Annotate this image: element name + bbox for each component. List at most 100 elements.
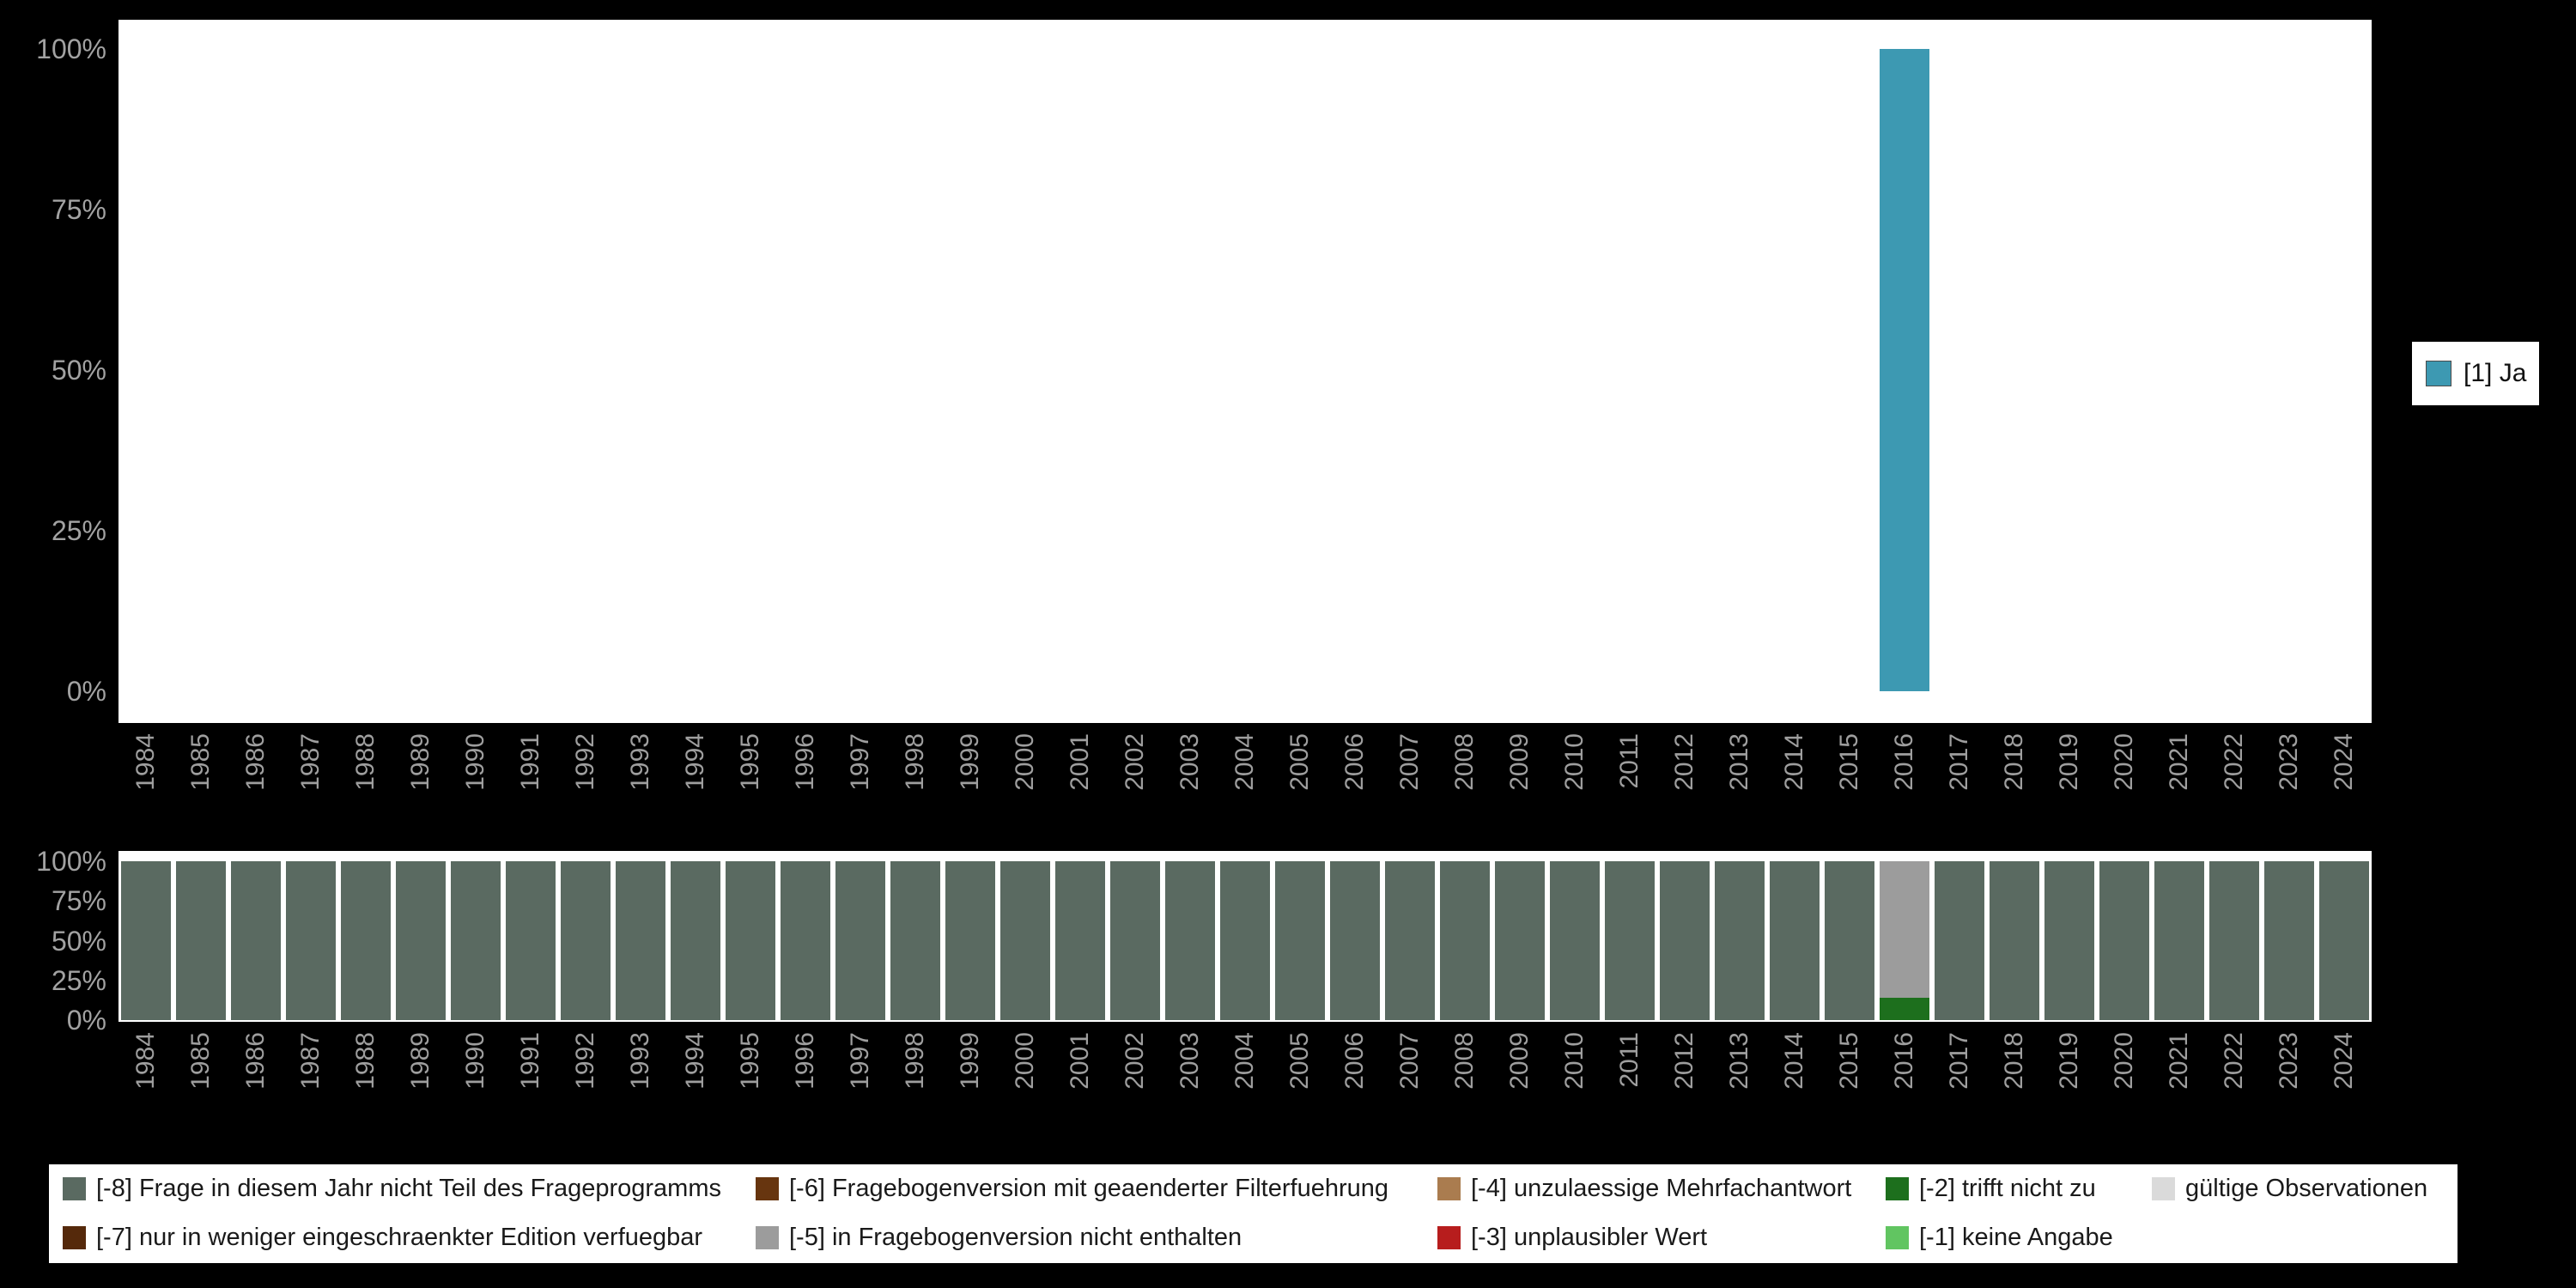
year-slot-2021 [2152,861,2207,1020]
x-tick-2014: 2014 [1767,726,1822,851]
x-tick-label: 1988 [353,1032,379,1090]
x-tick-1988: 1988 [338,1025,393,1150]
year-slot-2023 [2262,49,2317,691]
x-tick-label: 2024 [2331,1032,2357,1090]
legend-column: gültige Observationen [2152,1164,2458,1263]
segment-1990--8 [451,861,501,1020]
year-slot-1986 [228,49,283,691]
y-tick-50: 50% [52,927,106,955]
year-slot-1984 [118,861,173,1020]
x-tick-2005: 2005 [1273,1025,1327,1150]
missing-codes-bars [118,861,2372,1020]
x-tick-label: 2001 [1067,1032,1093,1090]
x-tick-1989: 1989 [393,1025,448,1150]
legend-column: [-8] Frage in diesem Jahr nicht Teil des… [63,1164,756,1263]
y-tick-0: 0% [67,1006,106,1034]
x-tick-label: 1998 [902,1032,928,1090]
x-tick-1987: 1987 [283,1025,338,1150]
segment-2013--8 [1715,861,1765,1020]
y-tick-100: 100% [36,35,106,63]
legend-entry--4: [-4] unzulaessige Mehrfachantwort [1437,1164,1886,1213]
x-tick-2012: 2012 [1657,1025,1712,1150]
year-slot-2023 [2262,861,2317,1020]
year-slot-2024 [2317,49,2372,691]
x-tick-2010: 2010 [1547,1025,1602,1150]
bar-2016-ja [1880,49,1929,691]
year-slot-1999 [943,49,998,691]
year-slot-2012 [1657,49,1712,691]
x-tick-label: 2006 [1342,1032,1368,1090]
year-slot-1987 [283,49,338,691]
segment-2016--5 [1880,861,1929,998]
x-tick-1997: 1997 [833,726,888,851]
x-tick-1990: 1990 [448,1025,503,1150]
year-slot-2013 [1712,49,1767,691]
year-slot-2002 [1108,861,1163,1020]
year-slot-2009 [1492,861,1547,1020]
x-tick-1985: 1985 [173,726,228,851]
x-tick-label: 1995 [738,1032,763,1090]
x-tick-1993: 1993 [613,1025,668,1150]
x-tick-label: 2008 [1452,1032,1478,1090]
legend-entry--5: [-5] in Fragebogenversion nicht enthalte… [756,1213,1437,1262]
x-tick-1995: 1995 [723,726,778,851]
x-tick-2016: 2016 [1877,726,1932,851]
segment-2014--8 [1770,861,1820,1020]
x-tick-label: 1999 [957,1032,983,1090]
x-tick-label: 1992 [573,733,598,791]
year-slot-2010 [1547,49,1602,691]
year-slot-2022 [2207,861,2262,1020]
x-tick-label: 2014 [1782,733,1807,791]
year-slot-1991 [503,49,558,691]
x-tick-2003: 2003 [1163,1025,1218,1150]
legend-swatch-ja [2426,361,2451,386]
segment-1984--8 [121,861,171,1020]
x-tick-label: 2015 [1837,1032,1862,1090]
legend-column: [-4] unzulaessige Mehrfachantwort[-3] un… [1437,1164,1886,1263]
segment-1989--8 [396,861,446,1020]
x-tick-2000: 2000 [998,726,1053,851]
frequencies-plot-area [118,20,2372,723]
year-slot-2003 [1163,49,1218,691]
year-slot-2016 [1877,861,1932,1020]
year-slot-1988 [338,49,393,691]
x-tick-2002: 2002 [1108,1025,1163,1150]
x-tick-2010: 2010 [1547,726,1602,851]
year-slot-2011 [1602,49,1657,691]
year-slot-2021 [2152,49,2207,691]
x-tick-2014: 2014 [1767,1025,1822,1150]
x-tick-2022: 2022 [2207,1025,2262,1150]
frequencies-x-axis: 1984198519861987198819891990199119921993… [118,726,2372,851]
x-tick-1988: 1988 [338,726,393,851]
x-tick-2008: 2008 [1437,726,1492,851]
x-tick-2017: 2017 [1932,1025,1987,1150]
x-tick-label: 2022 [2221,733,2247,791]
year-slot-2006 [1327,861,1382,1020]
x-tick-label: 2014 [1782,1032,1807,1090]
x-tick-1985: 1985 [173,1025,228,1150]
x-tick-label: 2012 [1672,733,1698,791]
y-tick-100: 100% [36,848,106,875]
x-tick-2018: 2018 [1987,726,2042,851]
year-slot-2004 [1218,49,1273,691]
segment-2015--8 [1825,861,1874,1020]
legend-entry--8: [-8] Frage in diesem Jahr nicht Teil des… [63,1164,756,1213]
x-tick-label: 1986 [243,1032,269,1090]
x-tick-2009: 2009 [1492,1025,1547,1150]
segment-2018--8 [1990,861,2039,1020]
x-tick-1987: 1987 [283,726,338,851]
x-tick-label: 2010 [1562,733,1588,791]
year-slot-1993 [613,49,668,691]
legend-entry--1: [-1] keine Angabe [1886,1213,2152,1262]
year-slot-2013 [1712,861,1767,1020]
year-slot-2008 [1437,49,1492,691]
year-slot-2007 [1382,861,1437,1020]
x-tick-2011: 2011 [1602,726,1657,851]
legend-label-ja: [1] Ja [2464,359,2526,388]
segment-1988--8 [341,861,391,1020]
segment-1992--8 [561,861,611,1020]
x-tick-label: 2007 [1397,733,1423,791]
legend-swatch--3 [1437,1226,1461,1249]
x-tick-2022: 2022 [2207,726,2262,851]
x-tick-2008: 2008 [1437,1025,1492,1150]
